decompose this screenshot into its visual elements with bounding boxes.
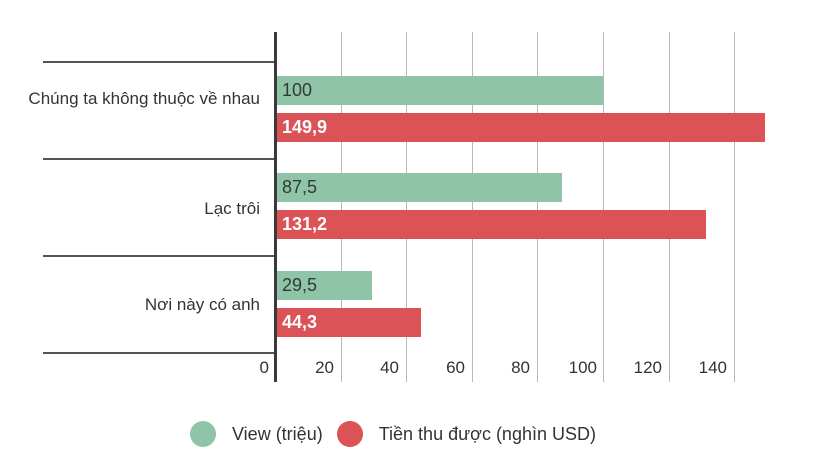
- category-label: Nơi này có anh: [144, 295, 260, 314]
- category-separator: [43, 255, 275, 257]
- category-separator: [43, 61, 275, 63]
- x-tick-label: 60: [446, 358, 465, 377]
- gridline-40: [406, 32, 407, 382]
- gridline-100: [603, 32, 604, 382]
- bar-value-label: 29,5: [282, 275, 318, 295]
- bar-value-label: 131,2: [282, 214, 328, 234]
- gridline-140: [734, 32, 735, 382]
- bar-revenue: 149,9: [277, 113, 765, 142]
- gridline-20: [341, 32, 342, 382]
- bar-value-label: 87,5: [282, 177, 318, 197]
- bar-value-label: 100: [282, 80, 313, 100]
- legend-item-revenue: Tiền thu được (nghìn USD): [336, 421, 596, 447]
- category-separator: [43, 158, 275, 160]
- bar-views: 29,5: [277, 271, 372, 300]
- y-axis-line: [274, 32, 277, 382]
- bar-views: 87,5: [277, 173, 562, 202]
- x-tick-label: 40: [380, 358, 399, 377]
- gridline-80: [537, 32, 538, 382]
- x-tick-label: 120: [633, 358, 662, 377]
- x-tick-label: 80: [511, 358, 530, 377]
- category-label: Chúng ta không thuộc về nhau: [28, 89, 260, 108]
- category-label: Lạc trôi: [204, 199, 260, 218]
- x-tick-label: 20: [315, 358, 334, 377]
- bar-value-label: 44,3: [282, 312, 318, 332]
- x-tick-label: 0: [259, 358, 269, 377]
- legend-swatch-circle-icon: [190, 421, 216, 447]
- bar-views: 100: [277, 76, 603, 105]
- x-tick-label: 140: [698, 358, 727, 377]
- gridline-60: [472, 32, 473, 382]
- legend-item-views: View (triệu): [190, 421, 323, 447]
- category-separator: [43, 352, 275, 354]
- legend-label: Tiền thu được (nghìn USD): [378, 423, 596, 444]
- legend: View (triệu) Tiền thu được (nghìn USD): [190, 420, 610, 448]
- legend-label: View (triệu): [232, 423, 323, 444]
- bar-revenue: 131,2: [277, 210, 706, 239]
- bar-value-label: 149,9: [282, 117, 328, 137]
- gridline-120: [669, 32, 670, 382]
- bar-revenue: 44,3: [277, 308, 421, 337]
- x-tick-label: 100: [568, 358, 597, 377]
- legend-swatch-circle-icon: [336, 421, 363, 447]
